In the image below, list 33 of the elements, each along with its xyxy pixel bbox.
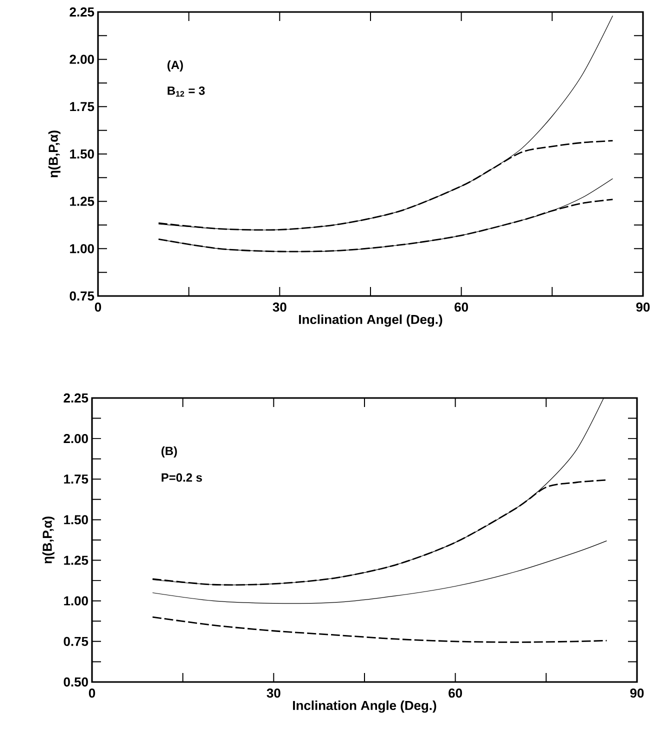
y-tick-label: 0.75 — [70, 291, 94, 301]
y-tick-label: 1.00 — [64, 596, 88, 606]
line-series — [152, 616, 608, 643]
y-tick-label: 2.25 — [70, 7, 94, 17]
x-tick-label: 30 — [266, 688, 280, 698]
y-tick-label: 1.75 — [70, 102, 94, 112]
y-tick-label: 1.25 — [64, 556, 88, 565]
y-tick-label: 1.50 — [70, 149, 94, 159]
x-tick-label: 90 — [636, 302, 650, 312]
annotation: B$_{12}$ = 3 — [168, 86, 205, 97]
y-axis-title: η(B,P,α) — [48, 130, 60, 178]
y-tick-label: 0.75 — [64, 636, 88, 646]
x-axis-title: Inclination Angle (Deg.) — [293, 700, 436, 713]
x-tick-label: 30 — [272, 302, 286, 312]
annotation: (A) — [168, 60, 183, 72]
y-tick-label: 0.50 — [64, 677, 88, 687]
y-tick-label: 1.75 — [64, 474, 88, 484]
y-tick-label: 1.00 — [70, 244, 94, 254]
y-axis-title: η(B,P,α) — [42, 516, 54, 564]
y-tick-label: 2.00 — [64, 434, 88, 444]
x-tick-label: 90 — [630, 688, 644, 698]
line-series — [152, 540, 608, 604]
y-tick-label: 2.25 — [64, 393, 88, 403]
annotation: (B) — [162, 446, 177, 458]
x-tick-label: 60 — [454, 302, 468, 312]
x-tick-label: 0 — [94, 302, 102, 312]
y-tick-label: 1.50 — [64, 515, 88, 524]
y-tick-label: 2.00 — [70, 54, 94, 64]
x-tick-label: 60 — [448, 688, 462, 698]
x-axis-title: Inclination Angel (Deg.) — [299, 314, 442, 327]
y-tick-label: 1.25 — [70, 196, 94, 206]
x-tick-label: 0 — [88, 688, 96, 698]
annotation: P=0.2 s — [162, 473, 202, 482]
